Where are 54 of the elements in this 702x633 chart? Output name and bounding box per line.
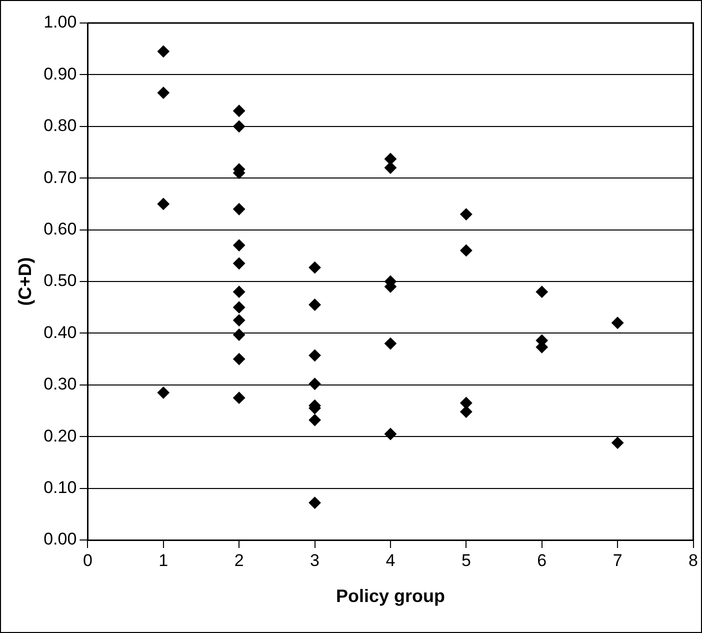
x-tick-label: 5 [461, 550, 471, 570]
point [157, 45, 170, 58]
y-tick-label: 0.30 [44, 374, 77, 394]
point [460, 208, 472, 220]
point [612, 436, 624, 449]
point [233, 257, 246, 270]
point [612, 316, 624, 329]
point [536, 286, 548, 298]
point [233, 286, 246, 298]
y-tick-label: 0.80 [44, 116, 77, 136]
point [308, 414, 321, 426]
y-axis-title: (C+D) [14, 257, 35, 306]
point [233, 301, 246, 314]
point [384, 338, 396, 350]
x-tick-label: 7 [612, 550, 622, 570]
point [308, 496, 321, 509]
x-tick-label: 8 [688, 550, 698, 570]
point [384, 428, 396, 440]
point [308, 349, 321, 362]
x-tick-label: 0 [82, 550, 92, 570]
y-tick-label: 0.40 [44, 322, 77, 342]
point [233, 353, 246, 366]
point [460, 244, 472, 256]
y-tick-label: 0.20 [44, 426, 77, 446]
point [157, 86, 170, 99]
point [233, 203, 246, 216]
x-tick-label: 1 [158, 550, 168, 570]
y-tick-label: 0.60 [44, 219, 77, 238]
point [233, 314, 246, 326]
x-axis-title: Policy group [336, 586, 445, 606]
y-tick-label: 0.90 [44, 64, 77, 84]
point [460, 406, 472, 418]
point [157, 198, 170, 210]
point [233, 120, 246, 132]
point [233, 104, 246, 117]
point [460, 396, 472, 409]
point [157, 386, 170, 399]
x-tick-label: 3 [310, 550, 320, 570]
point [233, 392, 246, 404]
point [233, 239, 246, 252]
point [308, 262, 321, 274]
point [308, 298, 321, 311]
point [233, 328, 246, 341]
y-tick-label: 0.10 [44, 478, 77, 497]
x-tick-label: 6 [537, 550, 547, 570]
y-tick-label: 1.00 [44, 12, 77, 32]
y-tick-label: 0.70 [44, 168, 77, 187]
x-tick-label: 2 [234, 550, 244, 570]
point [308, 378, 321, 390]
y-tick-label: 0.00 [44, 530, 77, 549]
y-tick-label: 0.50 [44, 271, 77, 290]
point [384, 152, 396, 165]
point [384, 162, 396, 174]
x-tick-label: 4 [386, 550, 396, 570]
